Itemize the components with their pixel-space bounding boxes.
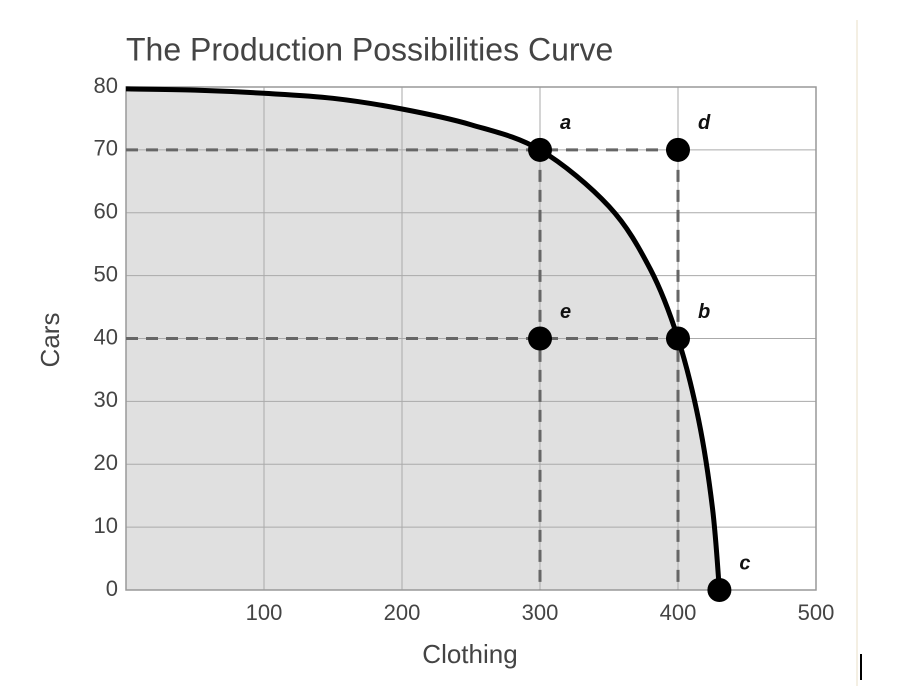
point-label: c — [739, 552, 750, 574]
y-axis-label: Cars — [35, 313, 65, 368]
point-label: e — [560, 301, 571, 323]
y-tick-label: 70 — [94, 136, 118, 161]
y-tick-label: 10 — [94, 513, 118, 538]
chart-title: The Production Possibilities Curve — [126, 31, 613, 67]
point — [666, 137, 690, 162]
point-label: a — [560, 112, 571, 134]
y-tick-label: 80 — [94, 73, 118, 98]
point — [528, 326, 552, 351]
x-tick-label: 400 — [660, 600, 697, 625]
x-tick-label: 300 — [522, 600, 559, 625]
x-axis-label: Clothing — [422, 639, 517, 669]
x-tick-label: 500 — [798, 600, 835, 625]
x-tick-label: 200 — [384, 600, 421, 625]
point — [528, 137, 552, 162]
y-tick-label: 30 — [94, 387, 118, 412]
point — [666, 326, 690, 351]
point-label: b — [698, 301, 710, 323]
x-tick-label: 100 — [246, 600, 283, 625]
y-tick-label: 50 — [94, 261, 118, 286]
y-tick-label: 20 — [94, 450, 118, 475]
y-tick-label: 40 — [94, 324, 118, 349]
y-tick-label: 0 — [106, 576, 118, 601]
point-label: d — [698, 112, 711, 134]
y-tick-label: 60 — [94, 199, 118, 224]
point — [707, 578, 732, 602]
